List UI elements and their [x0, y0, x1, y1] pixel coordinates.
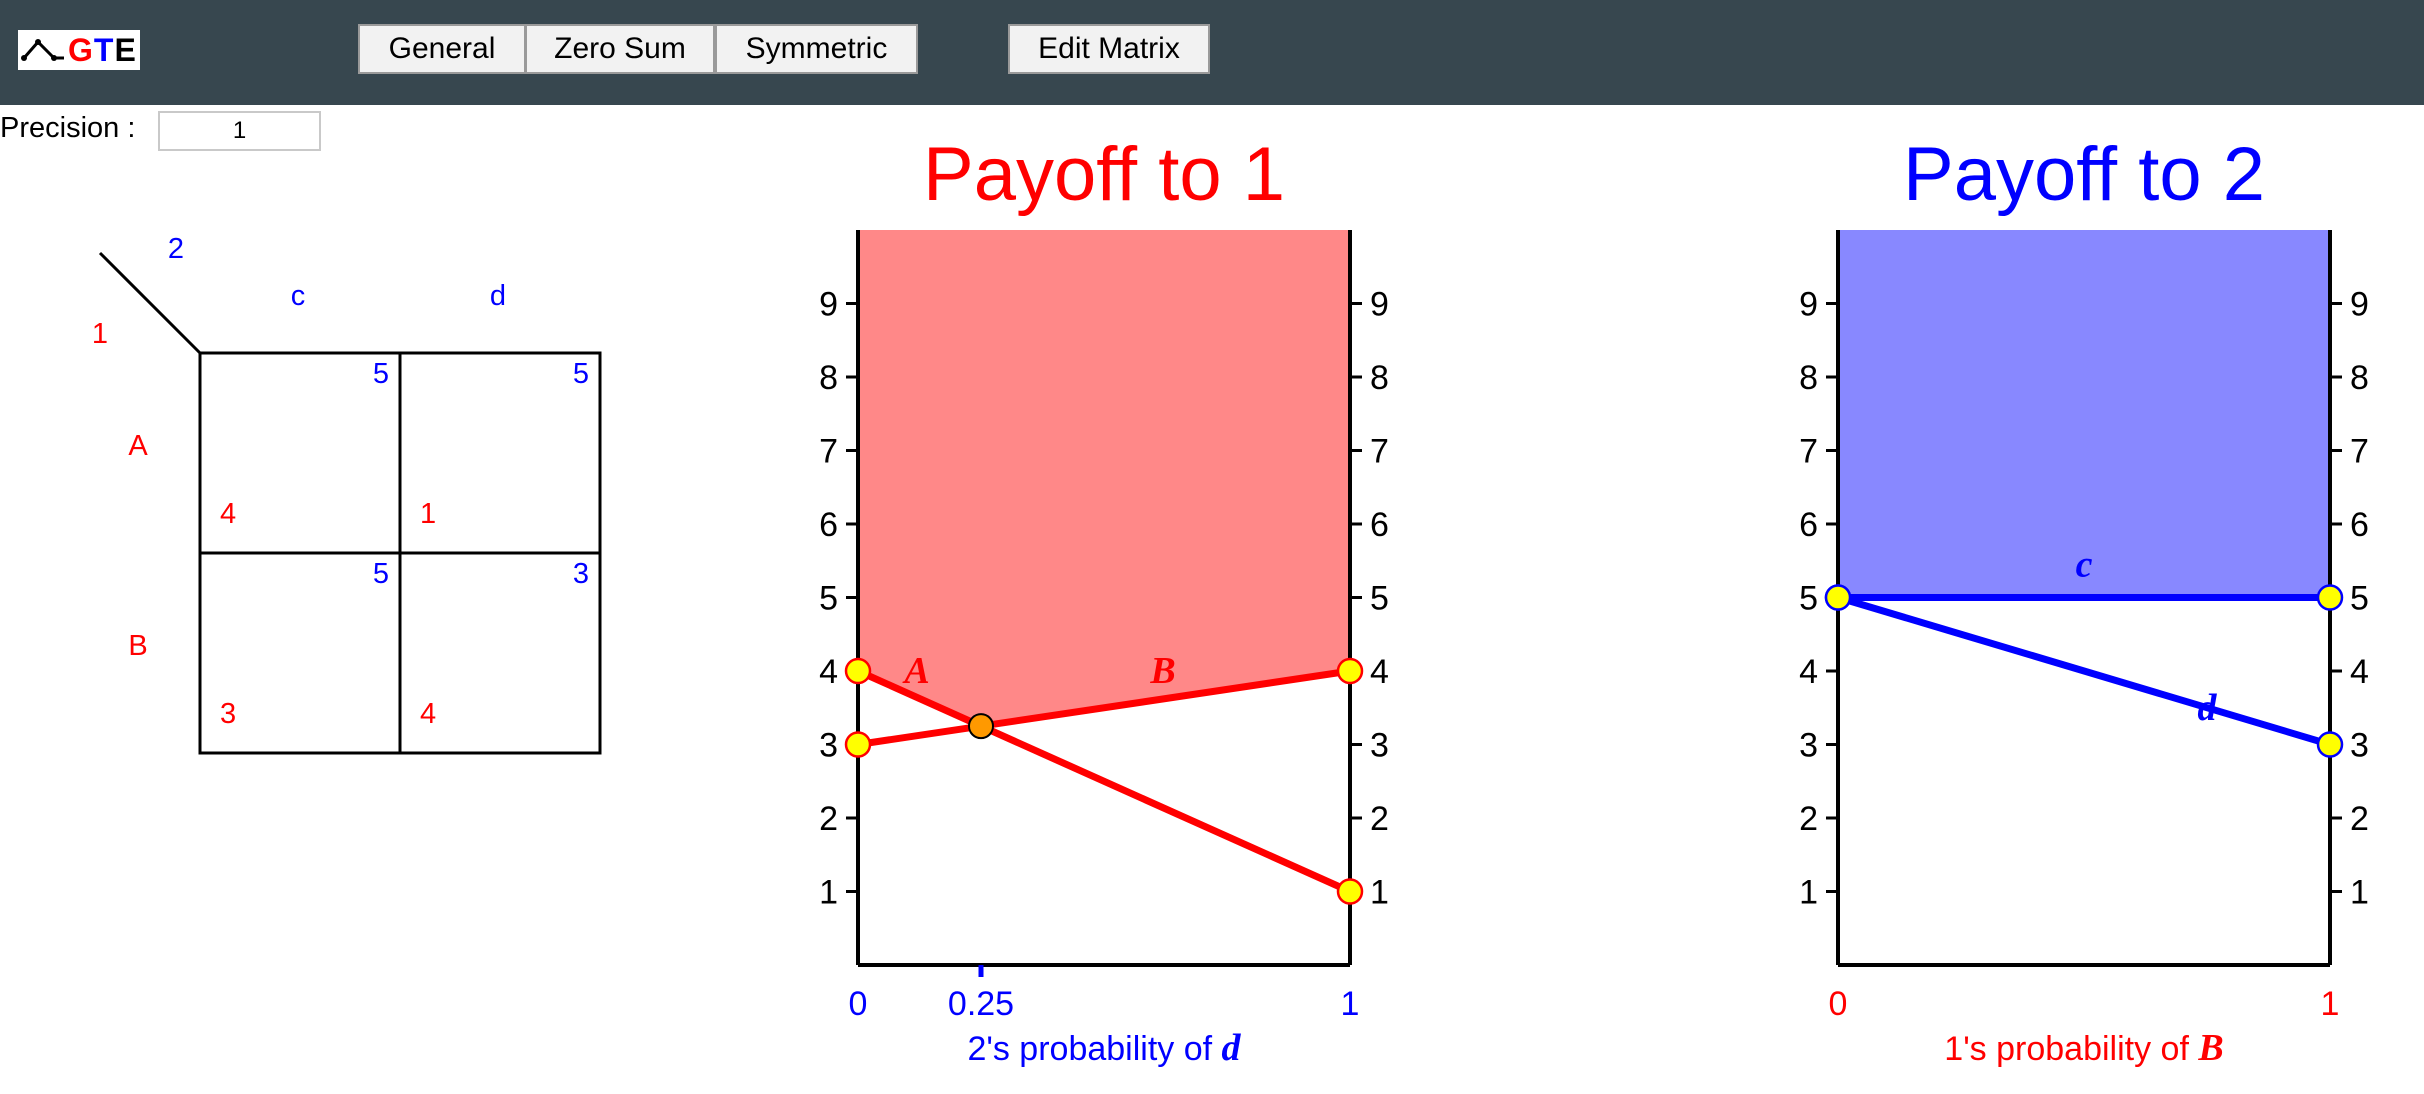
- y-tick-label-right: 6: [1370, 506, 1389, 544]
- y-tick-label-left: 4: [1799, 653, 1818, 691]
- cell-ad-p1: 1: [420, 498, 436, 530]
- y-tick-label-left: 6: [819, 506, 838, 544]
- logo-graph-icon: [21, 39, 64, 61]
- y-tick-label-right: 1: [1370, 874, 1389, 912]
- col-label-d: d: [490, 280, 506, 312]
- x-axis-label-strategy: d: [1222, 1027, 1242, 1069]
- series-line-b: [857, 667, 1351, 748]
- endpoint-marker: [1824, 584, 1852, 611]
- matrix-diagonal: [98, 251, 202, 355]
- player2-label: 2: [168, 233, 184, 265]
- payoff-matrix: 2 1 c d A B 5 4 5 1 5 3 3 4: [92, 233, 602, 755]
- y-tick-label-right: 8: [2350, 359, 2369, 397]
- precision-label: Precision :: [0, 112, 136, 144]
- y-tick-label-right: 1: [2350, 874, 2369, 912]
- y-tick-label-left: 2: [1799, 800, 1818, 838]
- y-tick-label-left: 7: [819, 433, 838, 471]
- gte-logo: GTE: [18, 30, 140, 70]
- cell-bd-p1: 4: [420, 698, 436, 730]
- y-tick-label-left: 6: [1799, 506, 1818, 544]
- series-label-d: d: [2198, 687, 2218, 729]
- x-axis-label: 2's probability of d: [967, 1027, 1241, 1069]
- col-label-c: c: [291, 280, 306, 312]
- y-tick-label-right: 2: [1370, 800, 1389, 838]
- y-tick-label-left: 8: [819, 359, 838, 397]
- y-tick-label-right: 9: [2350, 286, 2369, 324]
- upper-envelope-shade: [858, 230, 1350, 727]
- y-tick-label-right: 5: [2350, 580, 2369, 618]
- upper-envelope-shade: [1838, 230, 2330, 598]
- chart-title: Payoff to 2: [1903, 132, 2265, 217]
- y-tick-label-right: 2: [2350, 800, 2369, 838]
- y-tick-label-right: 9: [1370, 286, 1389, 324]
- chart-payoff-to-2: Payoff to 2 1 1 2 2 3 3 4 4 5 5 6 6 7 7 8 8 9 9 0 1 1's proba…: [1799, 132, 2369, 1069]
- y-tick-label-left: 2: [819, 800, 838, 838]
- y-tick-label-left: 7: [1799, 433, 1818, 471]
- y-tick-label-left: 9: [1799, 286, 1818, 324]
- x-axis-label: 1's probability of B: [1944, 1027, 2223, 1069]
- series-label-b: B: [1149, 650, 1175, 692]
- x-axis-label-prefix: 2's probability of: [967, 1030, 1221, 1068]
- cell-bc-p2: 5: [373, 558, 389, 590]
- general-button[interactable]: General: [358, 24, 526, 74]
- endpoint-marker: [1336, 878, 1364, 905]
- x-tick-label: 0: [1829, 985, 1848, 1023]
- top-toolbar: GTE General Zero Sum Symmetric Edit Matr…: [0, 0, 2424, 105]
- edit-matrix-button[interactable]: Edit Matrix: [1008, 24, 1210, 74]
- y-tick-label-left: 1: [1799, 874, 1818, 912]
- y-tick-label-left: 9: [819, 286, 838, 324]
- x-axis-label-strategy: B: [2197, 1027, 2223, 1069]
- intersection-point: [968, 713, 994, 740]
- y-tick-label-right: 7: [1370, 433, 1389, 471]
- endpoint-marker: [2316, 584, 2344, 611]
- series-line-a: [856, 667, 1352, 895]
- y-tick-label-left: 4: [819, 653, 838, 691]
- y-tick-label-right: 5: [1370, 580, 1389, 618]
- endpoint-marker: [844, 731, 872, 758]
- y-tick-label-right: 8: [1370, 359, 1389, 397]
- cell-ad-p2: 5: [573, 358, 589, 390]
- logo-text: GTE: [68, 32, 137, 68]
- cell-bc-p1: 3: [220, 698, 236, 730]
- series-line-d: [1836, 594, 2332, 748]
- x-tick-label: 0: [849, 985, 868, 1023]
- endpoint-marker: [844, 657, 872, 685]
- y-tick-label-left: 3: [819, 727, 838, 765]
- y-tick-label-right: 4: [2350, 653, 2369, 691]
- cell-bd-p2: 3: [573, 558, 589, 590]
- y-tick-label-right: 6: [2350, 506, 2369, 544]
- zero-sum-button[interactable]: Zero Sum: [525, 24, 715, 74]
- y-tick-label-left: 1: [819, 874, 838, 912]
- y-tick-label-right: 7: [2350, 433, 2369, 471]
- x-axis-label-prefix: 1's probability of: [1944, 1030, 2198, 1068]
- cell-ac-p1: 4: [220, 498, 236, 530]
- y-tick-label-right: 3: [1370, 727, 1389, 765]
- y-tick-label-left: 3: [1799, 727, 1818, 765]
- series-label-c: c: [2076, 543, 2093, 585]
- y-tick-label-right: 3: [2350, 727, 2369, 765]
- endpoint-marker: [2316, 731, 2344, 758]
- y-tick-label-left: 5: [819, 580, 838, 618]
- precision-input[interactable]: [158, 111, 321, 151]
- chart-title: Payoff to 1: [923, 132, 1285, 217]
- row-label-b: B: [128, 630, 147, 662]
- y-tick-label-left: 5: [1799, 580, 1818, 618]
- y-tick-label-left: 8: [1799, 359, 1818, 397]
- cell-ac-p2: 5: [373, 358, 389, 390]
- chart-payoff-to-1: Payoff to 1 1 1 2 2 3 3 4 4 5 5 6 6 7 7 8 8 9 9 0 0.25 1 2's p…: [819, 132, 1389, 1069]
- player1-label: 1: [92, 318, 108, 350]
- series-label-a: A: [902, 650, 929, 692]
- x-tick-label: 1: [1341, 985, 1360, 1023]
- x-tick-label: 0.25: [948, 985, 1014, 1023]
- row-label-a: A: [128, 430, 148, 462]
- x-tick-label: 1: [2321, 985, 2340, 1023]
- endpoint-marker: [1336, 657, 1364, 685]
- symmetric-button[interactable]: Symmetric: [715, 24, 918, 74]
- y-tick-label-right: 4: [1370, 653, 1389, 691]
